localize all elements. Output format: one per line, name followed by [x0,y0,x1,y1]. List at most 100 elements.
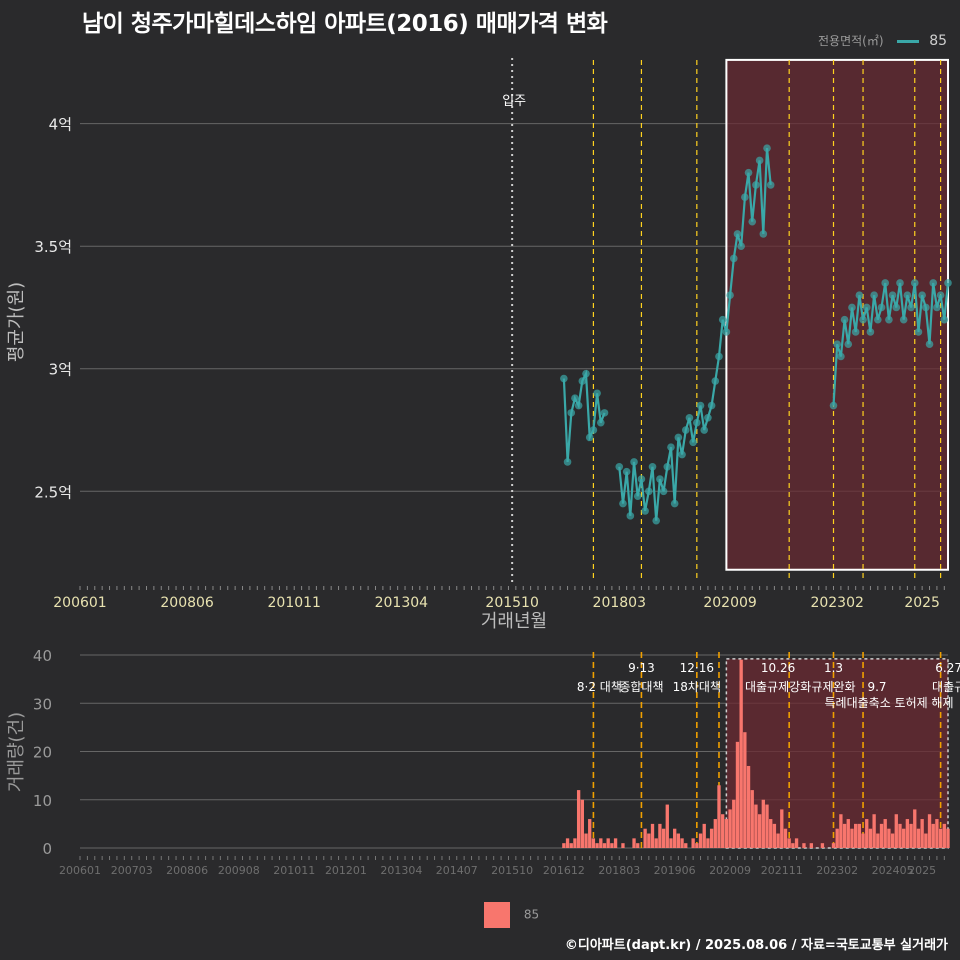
policy-date-label: 9·13 [628,661,655,675]
volume-bar [665,804,669,848]
price-point [851,328,860,336]
price-point [752,181,760,189]
price-point [885,315,893,324]
price-point [711,377,720,385]
volume-bar [632,838,636,848]
price-point [899,315,908,324]
price-point [726,291,734,300]
volume-bar [883,819,887,848]
policy-name-label: 특례대출축소 토허제 해제 [825,696,954,710]
volume-bar [809,843,813,848]
volume-bar [850,828,854,848]
price-point [667,443,675,451]
price-point [593,389,601,398]
bar-y-tick-label: 30 [33,695,52,713]
volume-bar [835,828,839,848]
bar-x-tick-label: 200601 [59,864,101,877]
volume-bar [927,814,932,848]
price-point [888,291,897,300]
legend-bottom: 85 [484,902,539,928]
volume-bar [562,843,566,848]
policy-name-label: 규제완화 [811,680,855,694]
legend-top-label: 전용면적(㎡) [818,34,884,48]
bar-x-tick-label: 201510 [491,864,533,877]
volume-bar [846,819,850,848]
price-point [744,168,753,177]
price-point [704,413,712,422]
price-point [903,291,912,300]
move-in-label: 입주 [502,94,526,109]
volume-bar [757,814,762,848]
price-point [748,217,757,226]
x-axis-title: 거래년월 [481,611,547,632]
price-point [763,144,771,152]
price-point [914,328,923,336]
price-point [910,279,919,287]
price-point [881,279,890,287]
price-point [633,492,642,501]
bar-x-tick-label: 200806 [166,864,208,877]
bar-y-tick-label: 40 [33,647,52,665]
volume-bar [916,828,921,848]
price-point [678,450,686,459]
price-point [700,426,709,434]
volume-bar [913,809,917,848]
volume-bar [584,833,588,848]
volume-bar [636,843,640,848]
bar-y-axis-title: 거래량(건) [6,712,27,792]
highlight-region [725,58,950,571]
volume-bar [772,823,777,848]
bar-x-tick-label: 201201 [325,864,367,877]
volume-bar [580,799,584,848]
volume-bar [728,809,732,848]
price-point [693,418,701,427]
volume-bar [857,823,862,848]
price-point [648,462,657,471]
volume-bar [621,843,625,848]
price-point [741,193,749,201]
volume-bar [654,838,658,848]
price-point [645,487,653,496]
price-point [755,156,764,165]
volume-bar [920,819,924,848]
bar-x-tick-label: 2025 [908,864,936,877]
price-point [759,230,768,238]
policy-date-label: 10.26 [761,661,795,675]
bar-x-tick-label: 201304 [380,864,422,877]
volume-bar [935,819,939,848]
price-point [571,394,579,402]
volume-bar [898,823,902,848]
bar-x-tick-label: 202009 [709,864,751,877]
volume-bar [872,814,876,848]
bar-x-tick-label: 201407 [436,864,478,877]
volume-bar [661,828,666,848]
price-point [877,303,886,312]
volume-bar [931,823,935,848]
price-point [597,418,605,427]
price-point [585,433,594,442]
x-tick-label: 201803 [593,595,646,611]
price-point [685,413,694,422]
bar-x-tick-label: 200703 [111,864,153,877]
bar-x-tick-label: 202111 [761,864,803,877]
volume-bar [717,785,721,848]
volume-bar [761,799,765,848]
volume-bar [613,838,618,848]
bar-x-tick-label: 201011 [273,864,315,877]
price-point [622,467,631,476]
volume-bar [735,741,740,848]
volume-bar [820,843,825,848]
volume-bar [643,828,647,848]
volume-bar [905,819,910,848]
volume-bar [695,843,699,848]
volume-bar [938,828,943,848]
volume-bar [739,659,743,848]
policy-name-label: 대출규 [932,680,960,694]
volume-bar [924,833,928,848]
volume-bar [865,819,869,848]
volume-bar [721,814,725,848]
volume-bar [787,838,791,848]
price-point [670,499,679,508]
price-point [944,279,952,287]
price-point [855,291,864,300]
